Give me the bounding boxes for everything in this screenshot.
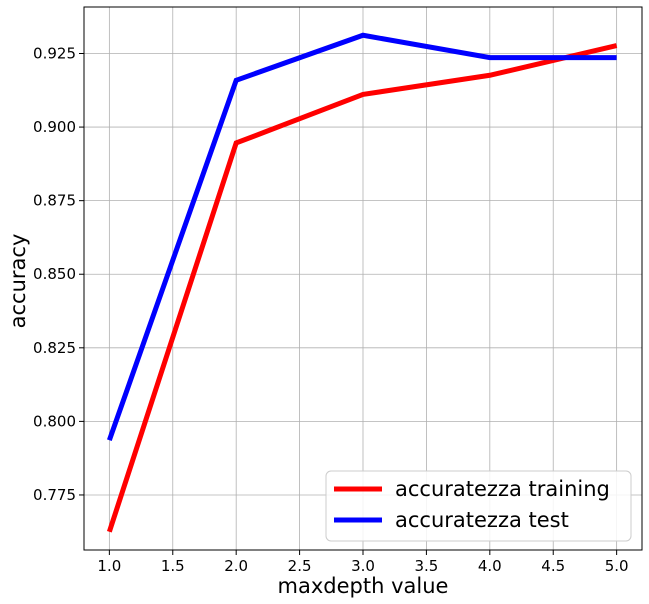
y-tick-label: 0.875 <box>33 192 76 210</box>
x-tick-label: 2.0 <box>224 557 248 575</box>
x-tick-label: 4.5 <box>541 557 565 575</box>
y-tick-label: 0.925 <box>33 45 76 63</box>
legend-label: accuratezza training <box>395 477 610 501</box>
y-tick-label: 0.900 <box>33 118 76 136</box>
x-tick-label: 1.0 <box>97 557 121 575</box>
legend-label: accuratezza test <box>395 508 569 532</box>
legend: accuratezza training accuratezza test <box>325 470 632 542</box>
y-tick-label: 0.825 <box>33 339 76 357</box>
y-tick-label: 0.850 <box>33 265 76 283</box>
x-tick-label: 4.0 <box>478 557 502 575</box>
x-tick-label: 5.0 <box>605 557 629 575</box>
x-axis-label: maxdepth value <box>278 574 449 598</box>
x-tick-label: 2.5 <box>288 557 312 575</box>
legend-frame <box>325 470 632 542</box>
y-tick-label: 0.775 <box>33 486 76 504</box>
x-tick-label: 3.0 <box>351 557 375 575</box>
y-axis-label: accuracy <box>6 234 30 329</box>
x-tick-label: 3.5 <box>414 557 438 575</box>
y-tick-label: 0.800 <box>33 412 76 430</box>
x-axis-ticks: 1.0 1.5 2.0 2.5 3.0 3.5 4.0 4.5 5.0 <box>97 550 629 575</box>
y-axis-ticks: 0.775 0.800 0.825 0.850 0.875 0.900 0.925 <box>33 45 84 504</box>
x-tick-label: 1.5 <box>161 557 185 575</box>
series-lines <box>106 32 618 533</box>
